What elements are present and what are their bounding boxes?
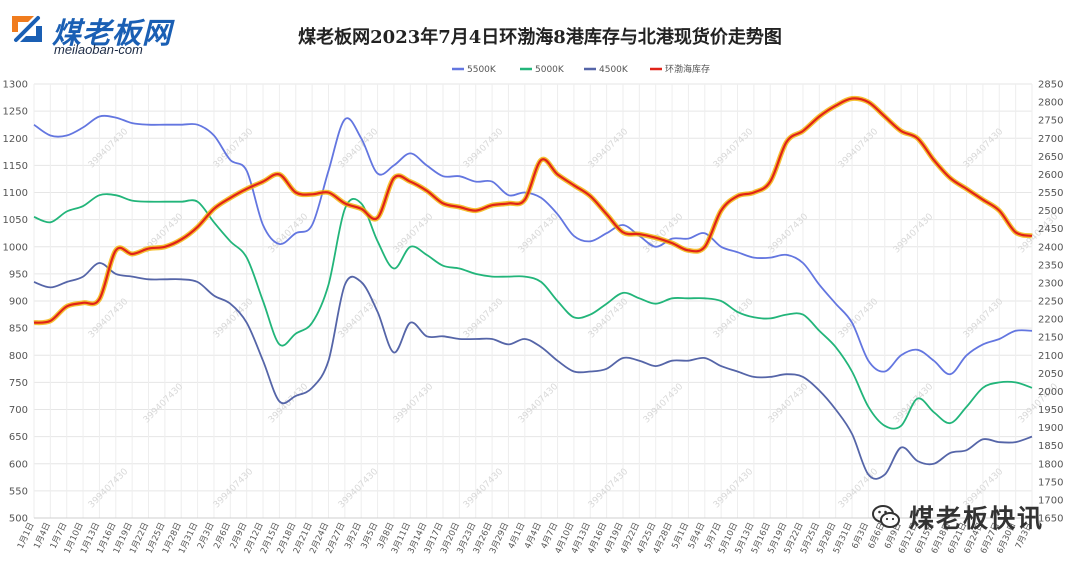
watermark-text: 399407430 (462, 467, 506, 511)
watermark-text: 399407430 (517, 212, 561, 256)
watermark-text: 399407430 (837, 127, 881, 171)
y-right-tick-label: 2000 (1038, 387, 1063, 398)
series-line-4500K (33, 262, 1033, 480)
watermark-text: 399407430 (642, 382, 686, 426)
watermark-text: 399407430 (87, 467, 131, 511)
legend-label: 4500K (599, 65, 629, 75)
watermark-text: 399407430 (392, 382, 436, 426)
y-right-tick-label: 2050 (1038, 369, 1063, 380)
logo-text: 煤老板网 (52, 16, 173, 50)
y-left-tick-label: 1000 (3, 242, 28, 253)
chart-title: 煤老板网2023年7月4日环渤海8港库存与北港现货价走势图 (298, 27, 782, 48)
y-left-tick-label: 1200 (3, 134, 28, 145)
watermark-text: 399407430 (337, 467, 381, 511)
y-right-tick-label: 2300 (1038, 278, 1063, 289)
y-left-tick-label: 1250 (3, 107, 28, 118)
y-left-tick-label: 550 (9, 486, 28, 497)
series-line-环渤海库存 (33, 97, 1033, 324)
logo-domain: meilaoban-com (54, 42, 143, 57)
y-left-tick-label: 1100 (3, 188, 28, 199)
watermark-text: 399407430 (767, 212, 811, 256)
watermark-text: 399407430 (837, 297, 881, 341)
y-left-tick-label: 700 (9, 405, 28, 416)
gridlines (33, 83, 1033, 519)
legend-label: 5000K (535, 65, 565, 75)
watermark-text: 399407430 (212, 127, 256, 171)
y-right-tick-label: 2750 (1038, 116, 1063, 127)
series-line-5500K (33, 114, 1033, 376)
logo: 煤老板网 meilaoban-com (8, 10, 178, 57)
y-right-tick-label: 2100 (1038, 351, 1063, 362)
y-right-tick-label: 2650 (1038, 152, 1063, 163)
y-left-tick-label: 1150 (3, 161, 28, 172)
series-lines (33, 95, 1033, 480)
y-right-tick-label: 2850 (1038, 80, 1063, 91)
y-left-tick-label: 650 (9, 432, 28, 443)
watermark-text: 399407430 (587, 467, 631, 511)
y-right-tick-label: 1850 (1038, 441, 1063, 452)
y-right-tick-label: 1750 (1038, 477, 1063, 488)
watermark-text: 399407430 (587, 127, 631, 171)
wechat-account-name: 煤老板快讯 (908, 504, 1044, 533)
watermark-text: 399407430 (712, 467, 756, 511)
y-left-tick-label: 800 (9, 351, 28, 362)
y-right-tick-label: 1900 (1038, 423, 1063, 434)
y-left-tick-label: 850 (9, 324, 28, 335)
y-right-tick-label: 1800 (1038, 459, 1063, 470)
y-left-tick-label: 950 (9, 269, 28, 280)
watermark-text: 399407430 (712, 127, 756, 171)
watermark-text: 399407430 (87, 127, 131, 171)
y-right-tick-label: 2700 (1038, 134, 1063, 145)
y-left-tick-label: 1050 (3, 215, 28, 226)
y-right-tick-label: 1650 (1038, 514, 1063, 525)
y-axis-left: 500 550 600 650 700 750 800 850 900 950 1000 1050 11… (3, 80, 28, 525)
series-line-5000K (33, 193, 1033, 430)
legend: 5500K 5000K 4500K 环渤海库存 (452, 63, 710, 75)
watermark-text: 399407430 (767, 382, 811, 426)
wechat-icon (871, 505, 900, 528)
y-right-tick-label: 2600 (1038, 170, 1063, 181)
y-right-tick-label: 2550 (1038, 188, 1063, 199)
y-left-tick-label: 750 (9, 378, 28, 389)
y-right-tick-label: 2250 (1038, 297, 1063, 308)
y-right-tick-label: 2150 (1038, 333, 1063, 344)
y-axis-right: 1650 1700 1750 1800 1850 1900 1950 2000 2050 2100… (1038, 80, 1063, 525)
y-left-tick-label: 600 (9, 459, 28, 470)
wechat-badge: 煤老板快讯 (871, 501, 1044, 533)
y-left-tick-label: 1300 (3, 80, 28, 91)
y-right-tick-label: 1700 (1038, 495, 1063, 506)
y-right-tick-label: 2450 (1038, 224, 1063, 235)
y-right-tick-label: 2800 (1038, 98, 1063, 109)
watermark-text: 399407430 (517, 382, 561, 426)
y-left-tick-label: 500 (9, 514, 28, 525)
legend-label: 环渤海库存 (665, 63, 710, 75)
y-right-tick-label: 2500 (1038, 206, 1063, 217)
watermark-text: 399407430 (212, 467, 256, 511)
legend-label: 5500K (467, 65, 497, 75)
y-right-tick-label: 2200 (1038, 315, 1063, 326)
y-right-tick-label: 2350 (1038, 260, 1063, 271)
watermark-text: 399407430 (212, 297, 256, 341)
y-right-tick-label: 2400 (1038, 242, 1063, 253)
watermark-text: 399407430 (462, 297, 506, 341)
watermark-text: 399407430 (392, 212, 436, 256)
series-glow-3 (33, 95, 1033, 326)
watermark-text: 399407430 (462, 127, 506, 171)
logo-mark-icon (12, 16, 42, 42)
watermark-text: 399407430 (267, 212, 311, 256)
watermark-text: 399407430 (712, 297, 756, 341)
watermark-text: 399407430 (892, 212, 936, 256)
y-left-tick-label: 900 (9, 297, 28, 308)
y-right-tick-label: 1950 (1038, 405, 1063, 416)
